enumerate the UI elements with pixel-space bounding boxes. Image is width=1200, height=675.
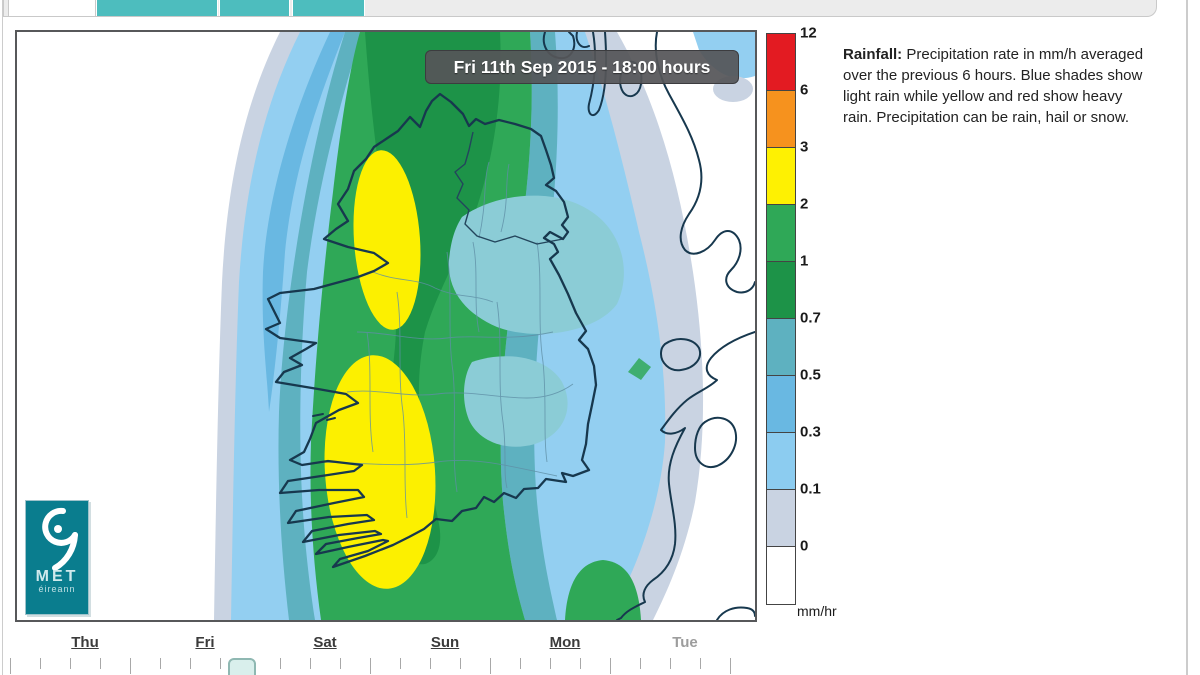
tab-3[interactable] [219, 0, 290, 16]
legend-title: Rainfall: [843, 46, 903, 63]
timeline-tick [340, 658, 341, 669]
ireland-coastline [264, 92, 598, 569]
day-link-sun[interactable]: Sun [430, 634, 460, 651]
rainfall-map-panel: Fri 11th Sep 2015 - 18:00 hours MET éire… [15, 30, 757, 622]
legend-label-0.7: 0.7 [800, 309, 821, 327]
timeline-tick [10, 658, 11, 674]
timeline-tick [610, 658, 611, 674]
timeline-tick [400, 658, 401, 669]
timeline-tick [670, 658, 671, 669]
legend-block-1 [767, 262, 795, 319]
timeline-tick [430, 658, 431, 669]
day-link-thu[interactable]: Thu [71, 634, 99, 651]
legend-label-0.1: 0.1 [800, 480, 821, 498]
day-link-fri[interactable]: Fri [195, 634, 215, 651]
ni-border [454, 131, 564, 245]
legend-block-0.1 [767, 490, 795, 547]
legend-block-6 [767, 91, 795, 148]
day-link-mon[interactable]: Mon [549, 634, 581, 651]
legend-label-1: 1 [800, 252, 809, 270]
legend-label-12: 12 [800, 24, 817, 42]
logo-text-eireann: éireann [38, 584, 76, 594]
timeline-tick [700, 658, 701, 669]
legend-label-0: 0 [800, 537, 809, 555]
legend-block-2 [767, 205, 795, 262]
timeline-tick [220, 658, 221, 669]
day-link-tue: Tue [672, 634, 698, 651]
legend-block-0.5 [767, 376, 795, 433]
legend-label-2: 2 [800, 195, 809, 213]
timeline-tick [130, 658, 131, 674]
legend-block-0.3 [767, 433, 795, 490]
timestamp-banner: Fri 11th Sep 2015 - 18:00 hours [425, 50, 739, 84]
legend-label-3: 3 [800, 138, 809, 156]
legend-color-bar [766, 33, 796, 605]
time-slider-handle[interactable] [228, 658, 256, 675]
precipitation-map [17, 32, 755, 620]
legend-description: Rainfall: Precipitation rate in mm/h ave… [843, 46, 1144, 126]
left-page-border [2, 0, 3, 675]
legend-label-0.5: 0.5 [800, 366, 821, 384]
timeline-tick [520, 658, 521, 669]
legend-block-0 [767, 547, 795, 604]
timeline-tick [280, 658, 281, 669]
tab-4[interactable] [292, 0, 365, 16]
tab-rainfall-active[interactable] [8, 0, 96, 16]
timeline-tick [190, 658, 191, 669]
logo-text-met: MET [35, 568, 79, 585]
timeline-tick [100, 658, 101, 669]
day-link-sat[interactable]: Sat [313, 634, 337, 651]
timeline-tick [160, 658, 161, 669]
timeline-tick [640, 658, 641, 669]
timeline-tick [310, 658, 311, 669]
timeline-tick [460, 658, 461, 669]
timeline-tick [730, 658, 731, 674]
timeline-tick [580, 658, 581, 669]
legend-block-0.7 [767, 319, 795, 376]
timeline-tick [490, 658, 491, 674]
timeline-tick [550, 658, 551, 669]
legend-units: mm/hr [797, 603, 837, 619]
timeline-tick [70, 658, 71, 669]
legend-block-12 [767, 34, 795, 91]
legend-label-0.3: 0.3 [800, 423, 821, 441]
tab-2[interactable] [96, 0, 218, 16]
timeline-tick [40, 658, 41, 669]
timeline-tick [370, 658, 371, 674]
legend-block-3 [767, 148, 795, 205]
right-page-border [1186, 0, 1188, 675]
met-eireann-logo: MET éireann [25, 500, 89, 615]
cyclone-spiral-icon [42, 507, 78, 571]
legend-label-6: 6 [800, 81, 809, 99]
tab-strip [3, 0, 1157, 17]
